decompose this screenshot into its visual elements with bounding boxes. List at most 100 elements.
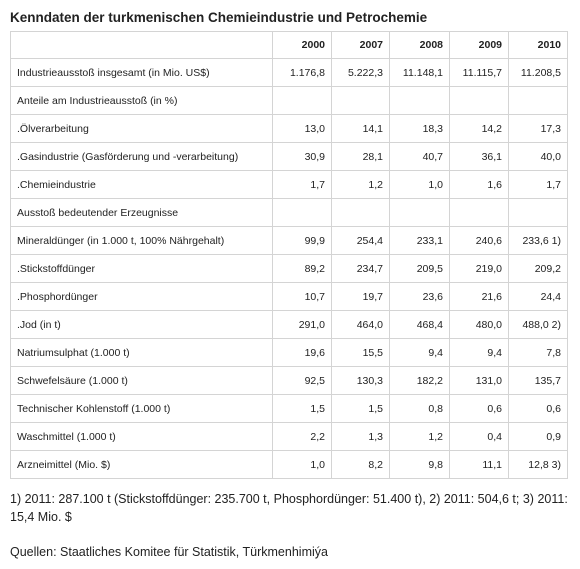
table-cell: 15,5 — [331, 338, 390, 367]
table-cell: 18,3 — [389, 114, 450, 143]
table-cell: 12,8 3) — [508, 450, 568, 479]
table-cell — [508, 86, 568, 115]
table-cell: 21,6 — [449, 282, 509, 311]
table-body: 2000 2007 2008 2009 2010 Industrieaussto… — [10, 31, 568, 479]
table-cell: 8,2 — [331, 450, 390, 479]
table-cell: 7,8 — [508, 338, 568, 367]
table-row: Ausstoß bedeutender Erzeugnisse — [10, 198, 568, 227]
table-cell: 130,3 — [331, 366, 390, 395]
table-row: Technischer Kohlenstoff (1.000 t) 1,5 1,5 0… — [10, 394, 568, 423]
table-cell: 40,0 — [508, 142, 568, 171]
row-label: Arzneimittel (Mio. $) — [10, 450, 273, 479]
row-label: Ausstoß bedeutender Erzeugnisse — [10, 198, 273, 227]
table-cell: 233,6 1) — [508, 226, 568, 255]
table-cell: 89,2 — [272, 254, 332, 283]
table-cell: 1,2 — [389, 422, 450, 451]
table-cell: 99,9 — [272, 226, 332, 255]
footnote: 1) 2011: 287.100 t (Stickstoffdünger: 23… — [10, 492, 568, 524]
table-row: .Phosphordünger 10,7 19,7 23,6 21,6 24,4 — [10, 282, 568, 311]
table-cell: 14,1 — [331, 114, 390, 143]
header-cell-year: 2009 — [449, 31, 509, 59]
table-row: .Gasindustrie (Gasförderung und -verarbe… — [10, 142, 568, 171]
table-cell: 240,6 — [449, 226, 509, 255]
table-cell: 1,5 — [272, 394, 332, 423]
table-cell: 0,6 — [508, 394, 568, 423]
table-cell — [272, 198, 332, 227]
table-cell: 254,4 — [331, 226, 390, 255]
table-cell: 92,5 — [272, 366, 332, 395]
table-cell: 219,0 — [449, 254, 509, 283]
table-cell: 234,7 — [331, 254, 390, 283]
table-cell — [389, 198, 450, 227]
table-cell: 11.208,5 — [508, 58, 568, 87]
table-cell: 1,3 — [331, 422, 390, 451]
table-cell: 24,4 — [508, 282, 568, 311]
table-row: Arzneimittel (Mio. $) 1,0 8,2 9,8 11,1 12,8 3… — [10, 450, 568, 479]
table-row: Anteile am Industrieausstoß (in %) — [10, 86, 568, 115]
table-cell — [389, 86, 450, 115]
row-label: .Ölverarbeitung — [10, 114, 273, 143]
table-cell: 209,5 — [389, 254, 450, 283]
table-cell — [331, 198, 390, 227]
table-cell: 5.222,3 — [331, 58, 390, 87]
table-cell: 464,0 — [331, 310, 390, 339]
table-cell: 1,0 — [272, 450, 332, 479]
table-cell: 1,0 — [389, 170, 450, 199]
table-cell: 11.115,7 — [449, 58, 509, 87]
row-label: Mineraldünger (in 1.000 t, 100% Nährgeha… — [10, 226, 273, 255]
table-cell: 19,6 — [272, 338, 332, 367]
table-cell: 9,4 — [449, 338, 509, 367]
table-cell: 291,0 — [272, 310, 332, 339]
row-label: .Jod (in t) — [10, 310, 273, 339]
table-cell: 23,6 — [389, 282, 450, 311]
row-label: .Chemieindustrie — [10, 170, 273, 199]
table-cell: 1.176,8 — [272, 58, 332, 87]
table-cell: 135,7 — [508, 366, 568, 395]
table-cell: 182,2 — [389, 366, 450, 395]
table-row: .Stickstoffdünger 89,2 234,7 209,5 219,0 209,… — [10, 254, 568, 283]
row-label: Schwefelsäure (1.000 t) — [10, 366, 273, 395]
table-cell: 209,2 — [508, 254, 568, 283]
table-row: Industrieausstoß insgesamt (in Mio. US$)… — [10, 58, 568, 87]
table-cell — [508, 198, 568, 227]
row-label: Waschmittel (1.000 t) — [10, 422, 273, 451]
header-cell-year: 2008 — [389, 31, 450, 59]
table-row: Natriumsulphat (1.000 t) 19,6 15,5 9,4 9,4 7,… — [10, 338, 568, 367]
table-cell — [331, 86, 390, 115]
row-label: .Gasindustrie (Gasförderung und -verarbe… — [10, 142, 273, 171]
row-label: Industrieausstoß insgesamt (in Mio. US$) — [10, 58, 273, 87]
table-row: .Chemieindustrie 1,7 1,2 1,0 1,6 1,7 — [10, 170, 568, 199]
header-cell-year: 2007 — [331, 31, 390, 59]
table-row: Schwefelsäure (1.000 t) 92,5 130,3 182,2 131… — [10, 366, 568, 395]
table-header-row: 2000 2007 2008 2009 2010 — [10, 31, 568, 59]
table-cell: 488,0 2) — [508, 310, 568, 339]
table-cell: 28,1 — [331, 142, 390, 171]
table-row: .Ölverarbeitung 13,0 14,1 18,3 14,2 17,3 — [10, 114, 568, 143]
table-cell: 0,9 — [508, 422, 568, 451]
table-cell: 36,1 — [449, 142, 509, 171]
table-cell: 1,5 — [331, 394, 390, 423]
table-cell: 13,0 — [272, 114, 332, 143]
table-cell: 14,2 — [449, 114, 509, 143]
table-cell: 131,0 — [449, 366, 509, 395]
table-row: .Jod (in t) 291,0 464,0 468,4 480,0 488,0 2) — [10, 310, 568, 339]
table-cell: 0,6 — [449, 394, 509, 423]
page-title: Kenndaten der turkmenischen Chemieindust… — [10, 10, 428, 25]
table-cell: 468,4 — [389, 310, 450, 339]
header-cell-year: 2010 — [508, 31, 568, 59]
table-cell: 11.148,1 — [389, 58, 450, 87]
table-cell: 1,7 — [272, 170, 332, 199]
table-cell: 1,2 — [331, 170, 390, 199]
table-row: Mineraldünger (in 1.000 t, 100% Nährgeha… — [10, 226, 568, 255]
data-table: 2000 2007 2008 2009 2010 Industrieaussto… — [10, 31, 568, 479]
table-cell: 10,7 — [272, 282, 332, 311]
table-cell: 1,6 — [449, 170, 509, 199]
table-cell: 17,3 — [508, 114, 568, 143]
table-cell: 40,7 — [389, 142, 450, 171]
table-cell: 0,4 — [449, 422, 509, 451]
row-label: .Stickstoffdünger — [10, 254, 273, 283]
header-cell — [10, 31, 273, 59]
header-cell-year: 2000 — [272, 31, 332, 59]
table-cell: 2,2 — [272, 422, 332, 451]
table-cell: 19,7 — [331, 282, 390, 311]
